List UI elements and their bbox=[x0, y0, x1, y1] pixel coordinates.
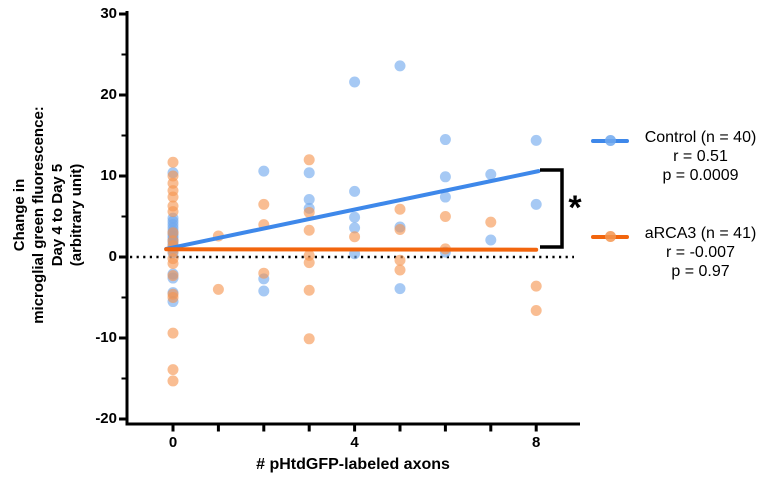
arca3-data-point bbox=[167, 206, 179, 218]
y-axis-title-line: microglial green fluorescence: bbox=[30, 106, 47, 324]
legend-entry-control: Control (n = 40) r = 0.51 p = 0.0009 bbox=[586, 128, 767, 185]
y-tick-label: -10 bbox=[95, 329, 117, 346]
significance-bracket bbox=[540, 168, 564, 249]
legend-r-arca3: r = -0.007 bbox=[666, 244, 735, 261]
x-tick-label: 4 bbox=[350, 434, 359, 451]
arca3-data-point bbox=[303, 224, 315, 236]
control-series-icon bbox=[591, 135, 629, 146]
arca3-data-point bbox=[303, 284, 315, 296]
control-data-point bbox=[439, 134, 451, 146]
control-data-point bbox=[349, 185, 361, 197]
control-data-point bbox=[303, 193, 315, 205]
arca3-data-point bbox=[167, 375, 179, 387]
control-data-point bbox=[439, 191, 451, 203]
arca3-data-point bbox=[485, 216, 497, 228]
y-tick-label: 10 bbox=[100, 167, 117, 184]
legend-p-arca3: p = 0.97 bbox=[671, 263, 730, 280]
control-data-point bbox=[485, 168, 497, 180]
significance-asterisk: * bbox=[568, 189, 582, 227]
arca3-data-point bbox=[530, 280, 542, 292]
arca3-data-point bbox=[394, 254, 406, 266]
arca3-data-point bbox=[303, 154, 315, 166]
control-data-point bbox=[439, 171, 451, 183]
control-data-point bbox=[394, 60, 406, 72]
arca3-data-point bbox=[258, 198, 270, 210]
arca3-data-point bbox=[394, 264, 406, 276]
arca3-data-point bbox=[167, 270, 179, 282]
arca3-data-point bbox=[167, 191, 179, 203]
arca3-data-point bbox=[394, 203, 406, 215]
y-tick-label: 0 bbox=[108, 248, 117, 265]
arca3-data-point bbox=[167, 257, 179, 269]
control-data-point bbox=[303, 167, 315, 179]
y-axis-title-line: Change in bbox=[11, 178, 28, 252]
control-data-point bbox=[349, 211, 361, 223]
control-trend-line bbox=[164, 169, 541, 251]
x-axis-title: # pHtdGFP-labeled axons bbox=[256, 456, 450, 473]
legend-label-control: Control (n = 40) bbox=[644, 129, 757, 146]
control-data-point bbox=[394, 283, 406, 295]
control-data-point bbox=[530, 198, 542, 210]
y-axis-title: Change in microglial green fluorescence: D… bbox=[10, 65, 86, 365]
control-data-point bbox=[349, 76, 361, 88]
control-data-point bbox=[485, 234, 497, 246]
control-data-point bbox=[258, 165, 270, 177]
arca3-data-point bbox=[303, 257, 315, 269]
control-data-point bbox=[530, 134, 542, 146]
legend-p-control: p = 0.0009 bbox=[662, 167, 739, 184]
legend-label-arca3: aRCA3 (n = 41) bbox=[644, 225, 757, 242]
y-tick-label: 20 bbox=[100, 86, 117, 103]
arca3-data-point bbox=[394, 223, 406, 235]
arca3-data-point bbox=[439, 211, 451, 222]
arca3-series-icon bbox=[591, 231, 629, 242]
x-tick-label: 8 bbox=[532, 434, 541, 451]
arca3-data-point bbox=[167, 364, 179, 376]
control-data-point bbox=[258, 285, 270, 297]
y-axis-title-line: Day 4 to Day 5 bbox=[49, 163, 66, 267]
legend-r-control: r = 0.51 bbox=[673, 148, 728, 165]
arca3-data-point bbox=[303, 333, 315, 345]
arca3-data-point bbox=[167, 227, 179, 239]
arca3-data-point bbox=[349, 231, 361, 243]
arca3-data-point bbox=[167, 156, 179, 168]
dot-swatch bbox=[604, 231, 616, 242]
x-tick-label: 0 bbox=[168, 434, 178, 451]
arca3-data-point bbox=[303, 206, 315, 218]
y-tick-label: 30 bbox=[100, 5, 117, 22]
arca3-data-point bbox=[212, 283, 224, 295]
arca3-data-point bbox=[167, 327, 179, 339]
arca3-data-point bbox=[167, 292, 179, 303]
legend-entry-arca3: aRCA3 (n = 41) r = -0.007 p = 0.97 bbox=[586, 224, 767, 281]
dot-swatch bbox=[604, 135, 616, 146]
y-tick-label: -20 bbox=[95, 410, 117, 427]
arca3-data-point bbox=[258, 267, 270, 279]
control-data-point bbox=[349, 222, 361, 234]
arca3-data-point bbox=[530, 304, 542, 316]
y-axis-title-line: (arbitrary unit) bbox=[68, 163, 85, 267]
